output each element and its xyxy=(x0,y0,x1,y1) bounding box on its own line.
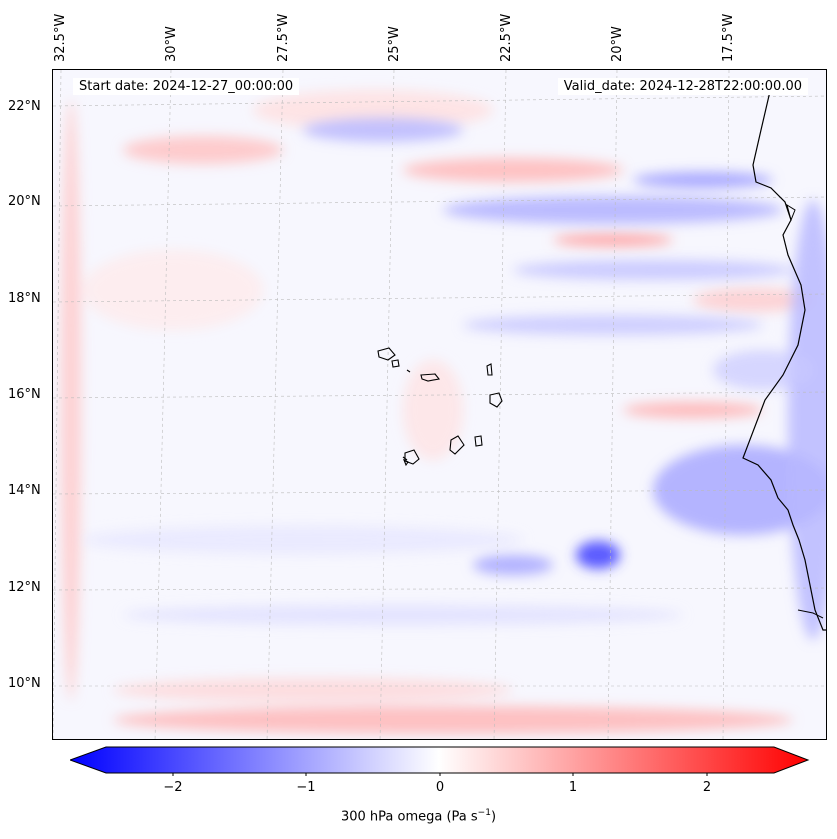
omega-positive-regions xyxy=(61,90,813,734)
colorbar-caption: 300 hPa omega (Pa s−1) xyxy=(340,808,497,825)
graticule xyxy=(53,70,826,739)
omega-field xyxy=(53,70,826,739)
lon-label-30w: 30°W xyxy=(164,26,179,62)
omega-map[interactable]: Start date: 2024-12-27_00:00:00 Valid_da… xyxy=(52,69,827,740)
lon-label-32-5w: 32.5°W xyxy=(53,13,68,62)
lat-label-10n: 10°N xyxy=(8,676,41,691)
colorbar-tick-1: 1 xyxy=(568,780,578,795)
lon-label-17-5w: 17.5°W xyxy=(721,13,736,62)
colorbar-tick-neg2: −2 xyxy=(163,780,183,795)
lat-label-12n: 12°N xyxy=(8,580,41,595)
colorbar-tick-2: 2 xyxy=(702,780,712,795)
omega-negative-regions xyxy=(83,118,826,640)
colorbar-tick-0: 0 xyxy=(435,780,445,795)
lat-label-16n: 16°N xyxy=(8,387,41,402)
africa-coastline xyxy=(742,86,826,631)
lon-label-25w: 25°W xyxy=(387,26,402,62)
lon-label-20w: 20°W xyxy=(610,26,625,62)
lat-label-18n: 18°N xyxy=(8,291,41,306)
colorbar-tick-neg1: −1 xyxy=(296,780,316,795)
start-date-label: Start date: 2024-12-27_00:00:00 xyxy=(73,78,300,95)
lat-label-14n: 14°N xyxy=(8,483,41,498)
lat-label-22n: 22°N xyxy=(8,99,41,114)
lon-label-22-5w: 22.5°W xyxy=(499,13,514,62)
valid-date-label: Valid_date: 2024-12-28T22:00:00.00 xyxy=(557,78,808,95)
cape-verde-islands xyxy=(377,347,503,467)
lon-label-27-5w: 27.5°W xyxy=(276,13,291,62)
lat-label-20n: 20°N xyxy=(8,194,41,209)
colorbar xyxy=(70,746,810,776)
